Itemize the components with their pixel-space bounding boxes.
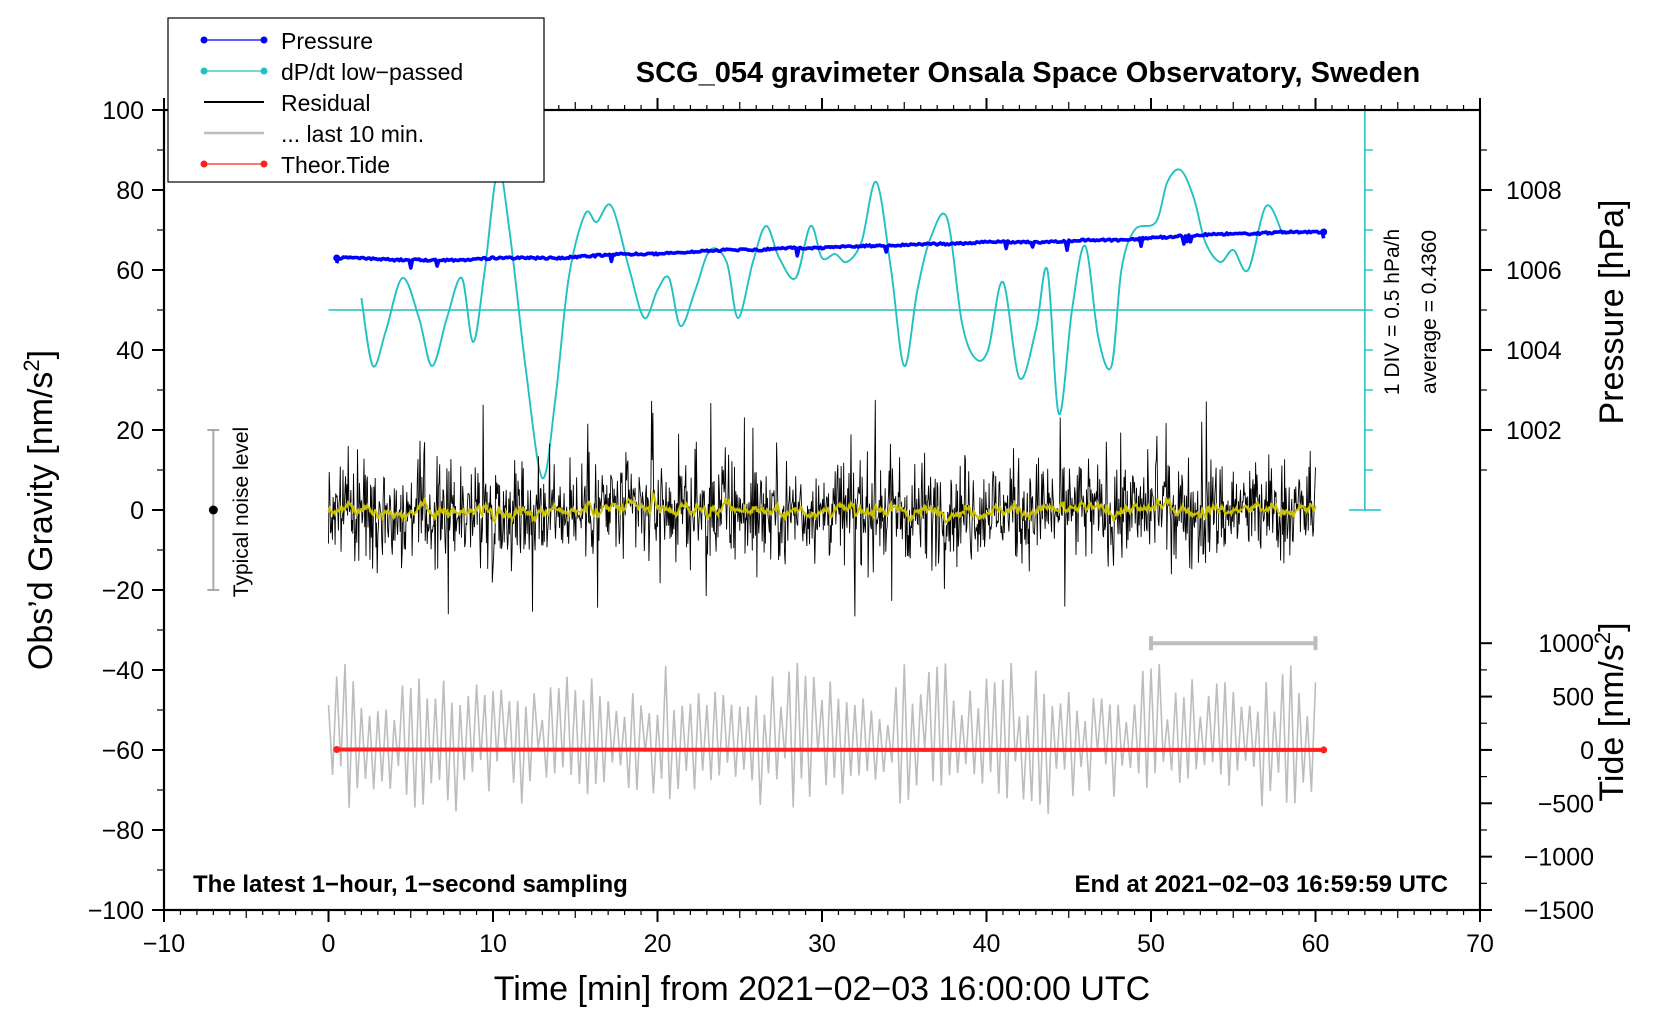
tide-axis-ticks: 1000 500 0 −500 −1000 −1500: [1480, 630, 1594, 925]
residual-series: [328, 399, 1316, 617]
last10-series: [327, 662, 1317, 815]
dpdt-curve: [360, 168, 1284, 479]
tide-end-dot: [1320, 746, 1328, 754]
legend-item-last10: ... last 10 min.: [204, 121, 424, 147]
y-tick-label: −40: [102, 657, 144, 685]
legend-pressure-dot-right: [260, 36, 268, 44]
y-axis-ticks: 100 80 60 40 20 0 −20 −40 −60 −80 −100: [88, 97, 164, 925]
tide-tick-label: −1500: [1524, 897, 1594, 925]
y-tick-label: 0: [130, 497, 144, 525]
tide-tick-label: 500: [1552, 684, 1594, 712]
sampling-annotation: The latest 1−hour, 1−second sampling: [193, 871, 628, 898]
x-axis-ticks: −10 0 10 20 30 40 50 60 70: [143, 98, 1494, 958]
legend-item-tide: Theor.Tide: [200, 152, 390, 178]
last10-window-bar: [1149, 636, 1318, 651]
x-tick-label: 60: [1302, 930, 1330, 958]
legend-residual-label: Residual: [281, 90, 371, 116]
tide-axis-title-sup: 2: [1590, 632, 1615, 644]
y-tick-label: 40: [116, 337, 144, 365]
y-axis-title-main: Obs’d Gravity [nm/s: [22, 372, 60, 671]
y-tick-label: 100: [102, 97, 144, 125]
y-tick-label: −100: [88, 897, 144, 925]
noise-bar-center-dot: [208, 505, 218, 515]
x-tick-label: 20: [644, 930, 672, 958]
y-tick-label: −20: [102, 577, 144, 605]
x-tick-label: 50: [1137, 930, 1165, 958]
chart-title: SCG_054 gravimeter Onsala Space Observat…: [636, 57, 1420, 89]
tide-series: [333, 745, 1328, 754]
pressure-tick-label: 1002: [1506, 417, 1562, 445]
tide-tick-label: 0: [1580, 737, 1594, 765]
tide-axis-title-main: Tide [nm/s: [1593, 644, 1631, 801]
y-tick-label: 60: [116, 257, 144, 285]
legend-dpdt-label: dP/dt low−passed: [281, 59, 463, 85]
legend-item-residual: Residual: [204, 90, 371, 116]
y-tick-label: 80: [116, 177, 144, 205]
pressure-axis-title: Pressure [hPa]: [1593, 200, 1631, 425]
legend-dpdt-dot-right: [260, 67, 268, 75]
pressure-tick-label: 1008: [1506, 177, 1562, 205]
pressure-tick-label: 1004: [1506, 337, 1562, 365]
pressure-tick-label: 1006: [1506, 257, 1562, 285]
y-tick-label: −60: [102, 737, 144, 765]
noise-level-bar: [207, 429, 220, 591]
dpdt-division-label: 1 DIV = 0.5 hPa/h: [1381, 229, 1404, 395]
legend-tide-dot-left: [200, 160, 208, 168]
y-axis-title: Obs’d Gravity [nm/s2]: [19, 350, 60, 670]
x-tick-label: 30: [808, 930, 836, 958]
y-axis-title-end: ]: [22, 350, 60, 359]
x-tick-label: −10: [143, 930, 185, 958]
x-tick-label: 40: [973, 930, 1001, 958]
tide-axis-title: Tide [nm/s2]: [1590, 622, 1631, 801]
end-time-annotation: End at 2021−02−03 16:59:59 UTC: [1074, 871, 1448, 898]
dpdt-series: [360, 168, 1284, 479]
legend-tide-dot-right: [260, 160, 268, 168]
x-tick-label: 10: [479, 930, 507, 958]
legend-pressure-label: Pressure: [281, 28, 373, 54]
dpdt-scale-axis: [1348, 109, 1381, 511]
pressure-end-dot: [1320, 228, 1328, 236]
residual-trace: [328, 399, 1316, 617]
noise-level-label: Typical noise level: [230, 427, 253, 597]
legend-last10-label: ... last 10 min.: [281, 121, 424, 147]
legend: Pressure dP/dt low−passed Residual ... l…: [167, 17, 545, 183]
x-axis-title: Time [min] from 2021−02−03 16:00:00 UTC: [494, 970, 1150, 1008]
legend-item-dpdt: dP/dt low−passed: [200, 59, 463, 85]
residual-smoothed-trace: [327, 490, 1317, 525]
y-tick-label: 20: [116, 417, 144, 445]
pressure-axis-ticks: 1008 1006 1004 1002: [1480, 149, 1562, 471]
pressure-start-dot: [333, 254, 341, 262]
legend-pressure-dot-left: [200, 36, 208, 44]
legend-item-pressure: Pressure: [200, 28, 373, 54]
x-tick-label: 70: [1466, 930, 1494, 958]
tide-start-dot: [333, 745, 341, 753]
residual-smoothed-series: [327, 490, 1317, 525]
last10-trace: [327, 662, 1317, 815]
tide-tick-label: −500: [1538, 790, 1594, 818]
tide-tick-label: 1000: [1538, 630, 1594, 658]
y-axis-title-sup: 2: [19, 359, 44, 371]
pressure-trace: [334, 229, 1326, 270]
x-tick-label: 0: [322, 930, 336, 958]
y-tick-label: −80: [102, 817, 144, 845]
pressure-series: [333, 228, 1328, 270]
tide-axis-title-end: ]: [1593, 622, 1631, 631]
tide-tick-label: −1000: [1524, 844, 1594, 872]
legend-box: [167, 17, 545, 183]
dpdt-average-label: average = 0.4360: [1418, 230, 1441, 394]
legend-tide-label: Theor.Tide: [281, 152, 390, 178]
legend-dpdt-dot-left: [200, 67, 208, 75]
